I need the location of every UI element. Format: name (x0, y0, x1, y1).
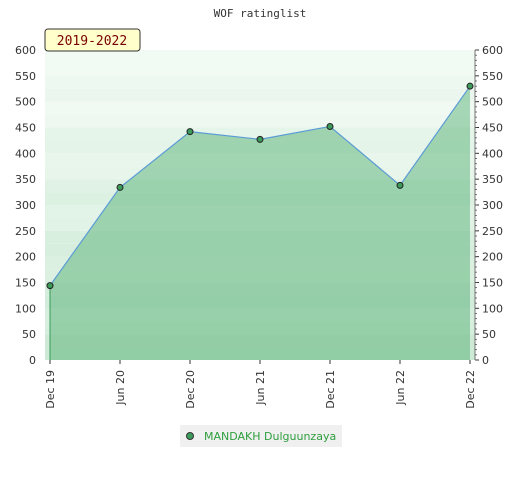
period-label: 2019-2022 (57, 34, 127, 49)
background-band (45, 282, 475, 296)
background-band (45, 101, 475, 115)
background-band (45, 269, 475, 283)
y-tick-label-left: 250 (15, 225, 36, 238)
x-tick-label: Jun 21 (254, 370, 267, 406)
data-point (326, 122, 334, 130)
x-tick-label: Jun 22 (394, 370, 407, 406)
rating-markers (46, 82, 474, 360)
background-band (45, 230, 475, 244)
background-band (45, 308, 475, 322)
y-tick-label-left: 150 (15, 277, 36, 290)
y-tick-label-right: 0 (482, 354, 489, 367)
y-tick-label-left: 450 (15, 122, 36, 135)
y-tick-label-left: 400 (15, 147, 36, 160)
y-tick-label-left: 500 (15, 96, 36, 109)
x-tick-label: Dec 22 (464, 370, 477, 409)
y-tick-label-right: 450 (482, 122, 503, 135)
y-tick-label-left: 50 (22, 328, 36, 341)
chart-title: WOF ratinglist (214, 7, 307, 20)
x-axis: Dec 19 Jun 20 Dec 20 Jun 21 Dec 21 Jun 22 Dec … (44, 360, 477, 409)
legend-label: MANDAKH Dulguunzaya (204, 430, 336, 443)
y-tick-label-right: 250 (482, 225, 503, 238)
legend: MANDAKH Dulguunzaya (180, 425, 342, 447)
data-point (466, 82, 474, 90)
background-band (45, 205, 475, 218)
y-tick-label-right: 550 (482, 70, 503, 83)
x-tick-label: Dec 19 (44, 370, 57, 409)
x-tick-label: Dec 20 (184, 370, 197, 409)
background-band (45, 243, 475, 257)
background-band (45, 295, 475, 309)
y-tick-label-left: 100 (15, 302, 36, 315)
y-tick-label-left: 300 (15, 199, 36, 212)
y-tick-label-right: 200 (482, 251, 503, 264)
background-band (45, 166, 475, 180)
y-tick-label-left: 0 (29, 354, 36, 367)
y-axis-right: 0 50 100 150 200 250 300 350 400 450 500 550 600 (474, 44, 503, 367)
y-tick-label-right: 400 (482, 147, 503, 160)
background-band (45, 217, 475, 231)
background-band (45, 256, 475, 270)
y-tick-label-right: 150 (482, 277, 503, 290)
background-band (45, 88, 475, 102)
background-band (45, 114, 475, 128)
background-band (45, 50, 475, 63)
data-point (186, 128, 194, 136)
data-point (116, 183, 124, 191)
y-axis-left: 0 50 100 150 200 250 300 350 400 450 500 550 600 (15, 44, 36, 367)
y-tick-label-left: 350 (15, 173, 36, 186)
y-tick-label-left: 550 (15, 70, 36, 83)
y-tick-label-right: 50 (482, 328, 496, 341)
y-tick-label-left: 200 (15, 251, 36, 264)
background-band (45, 192, 475, 205)
background-band (45, 127, 475, 141)
y-tick-label-right: 600 (482, 44, 503, 57)
background-band (45, 140, 475, 154)
background-band (45, 75, 475, 89)
y-tick-label-right: 500 (482, 96, 503, 109)
data-point (46, 282, 54, 290)
background-band (45, 347, 475, 360)
y-tick-label-right: 100 (482, 302, 503, 315)
period-badge: 2019-2022 (44, 28, 141, 52)
y-tick-label-right: 300 (482, 199, 503, 212)
rating-area (50, 86, 470, 361)
background-bands (45, 50, 475, 360)
background-band (45, 179, 475, 193)
background-band (45, 62, 475, 76)
x-tick-label: Dec 21 (324, 370, 337, 409)
background-band (45, 321, 475, 335)
legend-marker (186, 432, 194, 440)
y-tick-label-right: 350 (482, 173, 503, 186)
data-point (256, 135, 264, 143)
y-tick-label-left: 600 (15, 44, 36, 57)
background-band (45, 334, 475, 348)
data-point (396, 181, 404, 189)
x-tick-label: Jun 20 (114, 370, 127, 406)
background-band (45, 153, 475, 167)
